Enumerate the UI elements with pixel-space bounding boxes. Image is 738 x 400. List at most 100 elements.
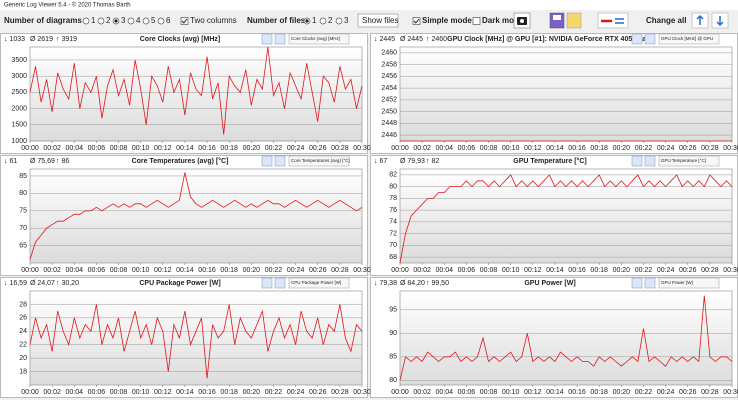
color-button[interactable]: [597, 12, 629, 29]
stat: ↓ 79,38: [374, 280, 397, 287]
x-tick-label: 00:14: [546, 267, 564, 274]
window-title: Generic Log Viewer 5.4 - © 2020 Thomas B…: [4, 2, 131, 9]
panel: ↓ 2445 Ø 2445 ↑ 2460 GPU Clock [MHz] @ GPU …: [370, 33, 738, 154]
radio[interactable]: [157, 17, 165, 25]
x-tick-label: 00:10: [132, 145, 150, 152]
y-tick-label: 1000: [11, 138, 27, 145]
x-tick-label: 00:18: [220, 267, 238, 274]
camera-lens: [520, 19, 524, 23]
dropdown[interactable]: [288, 33, 350, 45]
dropdown[interactable]: [658, 277, 720, 289]
arrow-icon: [696, 14, 704, 25]
stat: Ø 2445: [400, 36, 423, 43]
x-tick-label: 00:04: [436, 389, 454, 396]
y-tick-label: 2456: [381, 73, 397, 80]
checkbox[interactable]: [472, 17, 481, 25]
x-tick-label: 00:22: [265, 267, 283, 274]
checkbox-label: Two columns: [190, 16, 237, 25]
icon-button[interactable]: [631, 155, 643, 167]
dropdown-label: CPU Package Power [W]: [291, 280, 341, 285]
stat: Ø 84,20: [400, 280, 425, 287]
y-tick-label: 72: [389, 230, 397, 237]
x-tick-label: 00:00: [21, 145, 39, 152]
icon-button[interactable]: [274, 33, 286, 45]
stat: ↑ 82: [426, 158, 439, 165]
x-tick-label: 00:30: [723, 389, 738, 396]
x-tick-label: 00:24: [287, 145, 305, 152]
radio[interactable]: [319, 17, 327, 25]
radio[interactable]: [335, 17, 343, 25]
x-tick-label: 00:02: [413, 145, 431, 152]
x-tick-label: 00:04: [436, 145, 454, 152]
x-tick-label: 00:24: [657, 267, 675, 274]
x-tick-label: 00:16: [198, 267, 216, 274]
dropdown-label: Core Clocks (avg) [MHz]: [291, 36, 340, 41]
dropdown[interactable]: [288, 155, 350, 167]
label: Change all: [646, 16, 686, 25]
dropdown[interactable]: [658, 33, 720, 45]
y-tick-label: 2000: [11, 105, 27, 112]
icon-button[interactable]: [644, 277, 656, 289]
stat: ↑ 86: [56, 158, 69, 165]
x-tick-label: 00:18: [220, 145, 238, 152]
x-tick-label: 00:00: [21, 267, 39, 274]
x-tick-label: 00:30: [353, 267, 371, 274]
x-tick-label: 00:08: [110, 145, 128, 152]
plot-area: [399, 46, 733, 142]
stat: ↓ 2445: [374, 36, 395, 43]
x-tick-label: 00:24: [287, 389, 305, 396]
x-tick-label: 00:10: [502, 267, 520, 274]
y-tick-label: 3500: [11, 57, 27, 64]
dropdown[interactable]: [658, 155, 720, 167]
x-tick-label: 00:22: [635, 389, 653, 396]
y-tick-label: 3000: [11, 73, 27, 80]
dropdown-label: GPU Power [W]: [661, 280, 693, 285]
title-bar: [0, 0, 738, 10]
y-tick-label: 80: [19, 190, 27, 197]
icon-button[interactable]: [644, 33, 656, 45]
y-tick-label: 70: [389, 242, 397, 249]
x-tick-label: 00:12: [154, 267, 172, 274]
icon-button[interactable]: [631, 277, 643, 289]
icon-button[interactable]: [261, 33, 273, 45]
checkbox[interactable]: [412, 17, 421, 25]
x-tick-label: 00:30: [353, 389, 371, 396]
stat: Ø 2619: [30, 36, 53, 43]
icon-button[interactable]: [274, 277, 286, 289]
radio[interactable]: [142, 17, 150, 25]
stat: ↑ 3919: [56, 36, 77, 43]
dropdown[interactable]: [288, 277, 350, 289]
y-tick-label: 68: [389, 254, 397, 261]
checkbox[interactable]: [180, 17, 189, 25]
icon-button[interactable]: [261, 155, 273, 167]
y-tick-label: 95: [389, 307, 397, 314]
icon-button[interactable]: [274, 155, 286, 167]
x-tick-label: 00:10: [502, 145, 520, 152]
plot-area: [29, 46, 363, 142]
stat: ↓ 61: [4, 158, 17, 165]
stat: ↑ 99,50: [426, 280, 449, 287]
x-tick-label: 00:30: [723, 145, 738, 152]
open-button[interactable]: [566, 12, 582, 29]
label: Number of files: [247, 16, 306, 25]
y-tick-label: 70: [19, 225, 27, 232]
icon-button[interactable]: [631, 33, 643, 45]
radio-label: 1: [91, 16, 96, 25]
y-tick-label: 24: [19, 328, 27, 335]
x-tick-label: 00:28: [701, 267, 719, 274]
icon-button[interactable]: [644, 155, 656, 167]
button[interactable]: [357, 13, 399, 28]
x-tick-label: 00:10: [132, 389, 150, 396]
button-label: Show files: [362, 16, 398, 25]
x-tick-label: 00:14: [546, 145, 564, 152]
icon-button[interactable]: [261, 277, 273, 289]
x-tick-label: 00:00: [21, 389, 39, 396]
y-tick-label: 85: [389, 354, 397, 361]
radio[interactable]: [82, 17, 90, 25]
x-tick-label: 00:02: [413, 267, 431, 274]
y-tick-label: 85: [19, 173, 27, 180]
radio[interactable]: [127, 17, 135, 25]
y-tick-label: 2452: [381, 97, 397, 104]
plot-area: [29, 290, 363, 386]
radio[interactable]: [97, 17, 105, 25]
